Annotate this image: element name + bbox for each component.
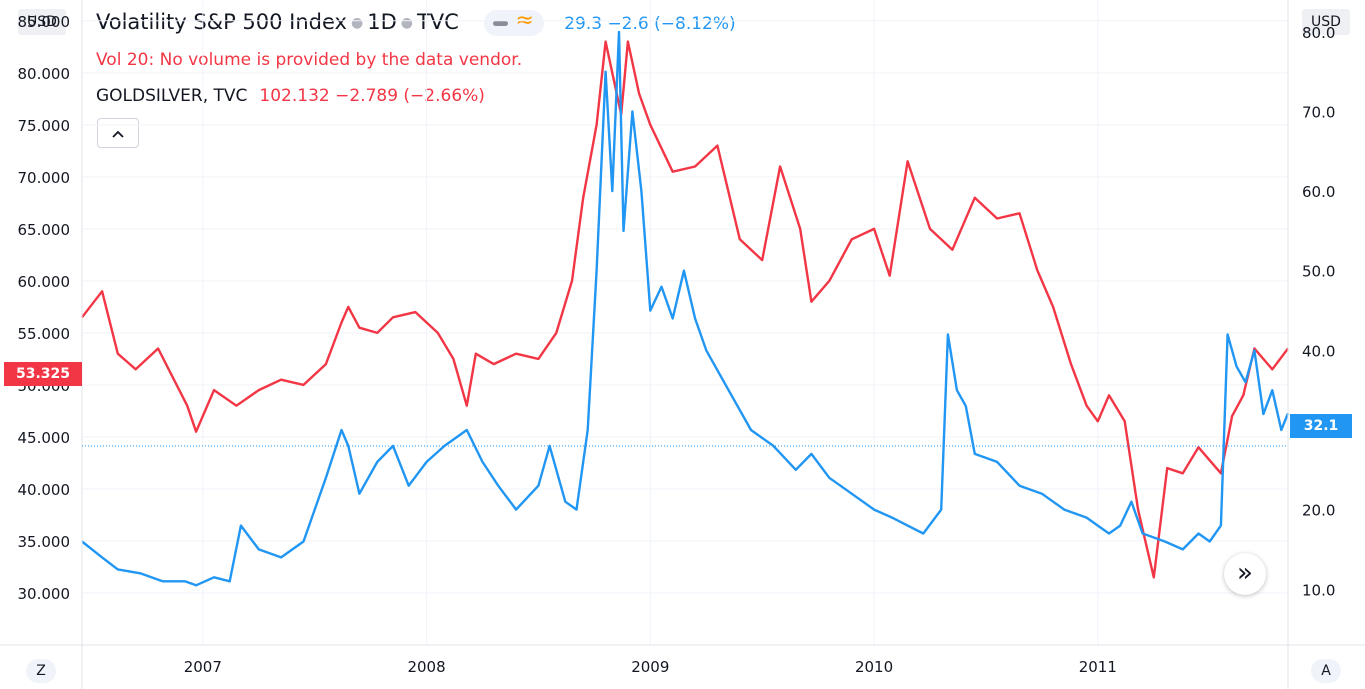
time-tick-label: 2011 (1079, 658, 1117, 676)
exchange-label: TVC (416, 10, 459, 34)
scroll-to-realtime-button[interactable]: » (1224, 553, 1266, 595)
double-chevron-right-icon: » (1237, 558, 1253, 588)
left-price-badge: 53.325 (4, 362, 82, 386)
right-currency-label[interactable]: USD (1302, 9, 1350, 35)
right-axis-ticks: 10.020.030.040.050.060.070.080.0 (1302, 24, 1335, 599)
left-tick-label: 85.000 (18, 13, 71, 31)
left-tick-label: 45.000 (18, 429, 71, 447)
separator-dot: ● (400, 15, 413, 31)
separator-dot: ● (350, 15, 364, 31)
left-tick-label: 75.000 (18, 117, 71, 135)
collapse-legend-button[interactable] (97, 118, 139, 148)
left-tick-label: 30.000 (18, 585, 71, 603)
line-style-icon[interactable] (492, 21, 508, 26)
right-tick-label: 10.0 (1302, 581, 1335, 599)
auto-scale-right-button[interactable]: A (1311, 659, 1341, 683)
right-tick-label: 20.0 (1302, 502, 1335, 520)
vix-series-line[interactable] (81, 30, 1290, 587)
time-tick-label: 2008 (407, 658, 445, 676)
left-axis-ticks: 30.00035.00040.00045.00050.00055.00060.0… (18, 13, 71, 603)
left-currency-label[interactable]: USD (18, 9, 66, 35)
left-tick-label: 35.000 (18, 533, 71, 551)
right-tick-label: 80.0 (1302, 24, 1335, 42)
left-tick-label: 70.000 (18, 169, 71, 187)
right-tick-label: 70.0 (1302, 103, 1335, 121)
auto-scale-left-button[interactable]: Z (26, 659, 56, 683)
compare-legend[interactable]: GOLDSILVER, TVC 102.132 −2.789 (−2.66%) (96, 86, 485, 106)
chevron-up-icon (112, 130, 124, 138)
left-tick-label: 60.000 (18, 273, 71, 291)
time-tick-label: 2009 (631, 658, 669, 676)
series-lines (81, 30, 1290, 587)
right-tick-label: 60.0 (1302, 183, 1335, 201)
series-style-toggle[interactable]: ≈ (483, 8, 544, 36)
left-tick-label: 55.000 (18, 325, 71, 343)
grid-lines (82, 0, 1288, 645)
left-tick-label: 80.000 (18, 65, 71, 83)
right-tick-label: 40.0 (1302, 342, 1335, 360)
time-tick-label: 2010 (855, 658, 893, 676)
compare-name: GOLDSILVER, TVC (96, 86, 248, 106)
left-tick-label: 40.000 (18, 481, 71, 499)
compare-quote: 102.132 −2.789 (−2.66%) (259, 86, 485, 106)
time-axis-ticks: 2007 2008 2009 2010 2011 (184, 658, 1117, 676)
goldsilver-series-line[interactable] (81, 40, 1289, 579)
symbol-title[interactable]: Volatility S&P 500 Index (96, 10, 347, 34)
interval-label[interactable]: 1D (367, 10, 397, 34)
time-tick-label: 2007 (184, 658, 222, 676)
left-tick-label: 65.000 (18, 221, 71, 239)
right-price-badge: 32.1 (1290, 414, 1352, 438)
right-tick-label: 50.0 (1302, 263, 1335, 281)
